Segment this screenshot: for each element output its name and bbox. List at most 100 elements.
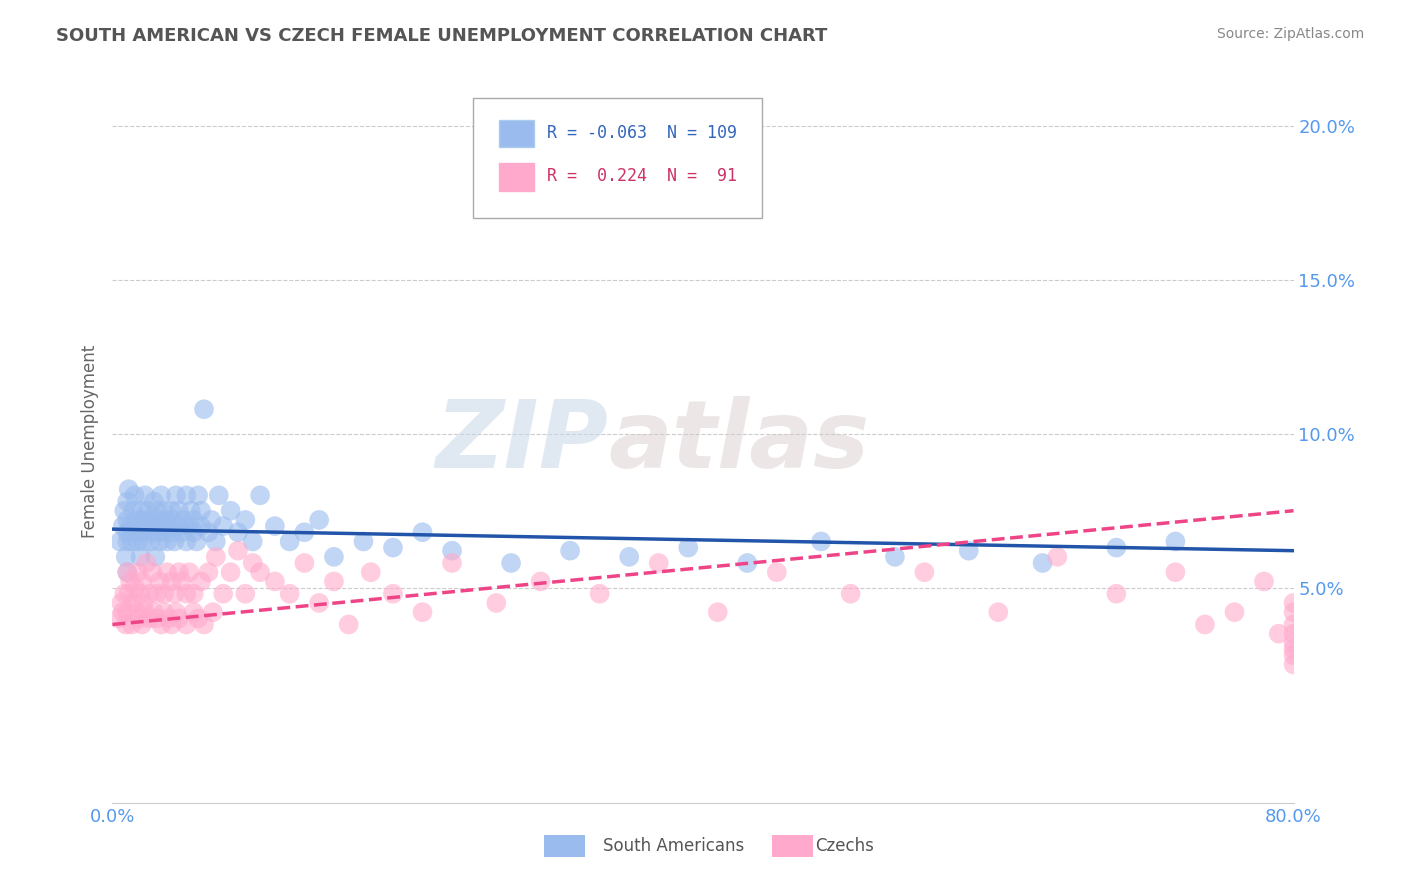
Point xyxy=(190,504,212,518)
Point xyxy=(124,525,146,540)
Point xyxy=(153,587,176,601)
Point xyxy=(441,543,464,558)
Point xyxy=(156,565,179,579)
Point xyxy=(127,534,149,549)
Point xyxy=(242,556,264,570)
Point xyxy=(292,525,315,540)
Point xyxy=(179,565,201,579)
Point xyxy=(1223,605,1246,619)
Point xyxy=(117,494,138,508)
Point xyxy=(134,605,156,619)
Point xyxy=(138,611,160,625)
Point xyxy=(1032,556,1054,570)
Point xyxy=(558,543,582,558)
Point xyxy=(157,519,180,533)
FancyBboxPatch shape xyxy=(499,120,534,147)
Point xyxy=(128,611,150,625)
Point xyxy=(308,596,330,610)
Point xyxy=(190,574,212,589)
Point xyxy=(167,565,190,579)
Point xyxy=(138,513,160,527)
Point xyxy=(124,488,146,502)
Point xyxy=(146,587,169,601)
Text: R = -0.063  N = 109: R = -0.063 N = 109 xyxy=(547,124,737,142)
Point xyxy=(810,534,832,549)
Point xyxy=(212,519,235,533)
Text: atlas: atlas xyxy=(609,395,870,488)
Point xyxy=(884,549,907,564)
Point xyxy=(112,587,135,601)
Point xyxy=(110,596,132,610)
Point xyxy=(647,556,671,570)
Point xyxy=(111,605,134,619)
Point xyxy=(142,494,165,508)
Point xyxy=(1282,648,1305,663)
Text: ZIP: ZIP xyxy=(436,395,609,488)
Point xyxy=(134,488,156,502)
Point xyxy=(152,519,174,533)
Point xyxy=(167,519,190,533)
Point xyxy=(146,611,169,625)
FancyBboxPatch shape xyxy=(772,835,813,857)
Point xyxy=(131,617,153,632)
Point xyxy=(183,605,205,619)
Point xyxy=(737,556,759,570)
Point xyxy=(1282,605,1305,619)
Point xyxy=(129,549,152,564)
Point xyxy=(186,534,208,549)
FancyBboxPatch shape xyxy=(544,835,585,857)
Point xyxy=(153,525,176,540)
Point xyxy=(205,549,228,564)
Point xyxy=(1282,636,1305,650)
Point xyxy=(278,587,301,601)
Point xyxy=(485,596,508,610)
Point xyxy=(1282,596,1305,610)
Point xyxy=(226,525,249,540)
Point xyxy=(1253,574,1275,589)
Point xyxy=(183,587,205,601)
Point xyxy=(382,541,405,555)
Point xyxy=(117,565,138,579)
Point xyxy=(1164,565,1187,579)
Point xyxy=(148,513,170,527)
Point xyxy=(411,525,433,540)
Text: South Americans: South Americans xyxy=(603,838,744,855)
Point xyxy=(128,519,150,533)
Point xyxy=(156,534,179,549)
Point xyxy=(441,556,464,570)
Point xyxy=(160,525,183,540)
Point xyxy=(131,525,153,540)
Point xyxy=(120,519,142,533)
Point xyxy=(153,504,176,518)
Point xyxy=(174,587,197,601)
Point xyxy=(179,519,201,533)
Point xyxy=(125,513,148,527)
Point xyxy=(208,488,231,502)
Point xyxy=(588,587,610,601)
Point xyxy=(706,605,728,619)
Point xyxy=(219,504,242,518)
Point xyxy=(1282,617,1305,632)
Point xyxy=(165,488,187,502)
Point xyxy=(139,534,162,549)
Point xyxy=(174,488,197,502)
Point xyxy=(323,549,346,564)
Text: SOUTH AMERICAN VS CZECH FEMALE UNEMPLOYMENT CORRELATION CHART: SOUTH AMERICAN VS CZECH FEMALE UNEMPLOYM… xyxy=(56,27,828,45)
Point xyxy=(132,596,155,610)
Point xyxy=(149,574,172,589)
Point xyxy=(138,587,160,601)
Point xyxy=(249,565,271,579)
Point xyxy=(914,565,936,579)
Point xyxy=(127,565,149,579)
Point xyxy=(162,513,184,527)
Point xyxy=(112,504,135,518)
Point xyxy=(155,513,177,527)
Point xyxy=(150,488,173,502)
Point xyxy=(160,574,183,589)
Point xyxy=(1282,642,1305,657)
Point xyxy=(212,587,235,601)
Point xyxy=(264,519,287,533)
Point xyxy=(122,596,145,610)
Point xyxy=(170,574,193,589)
Point xyxy=(219,565,242,579)
